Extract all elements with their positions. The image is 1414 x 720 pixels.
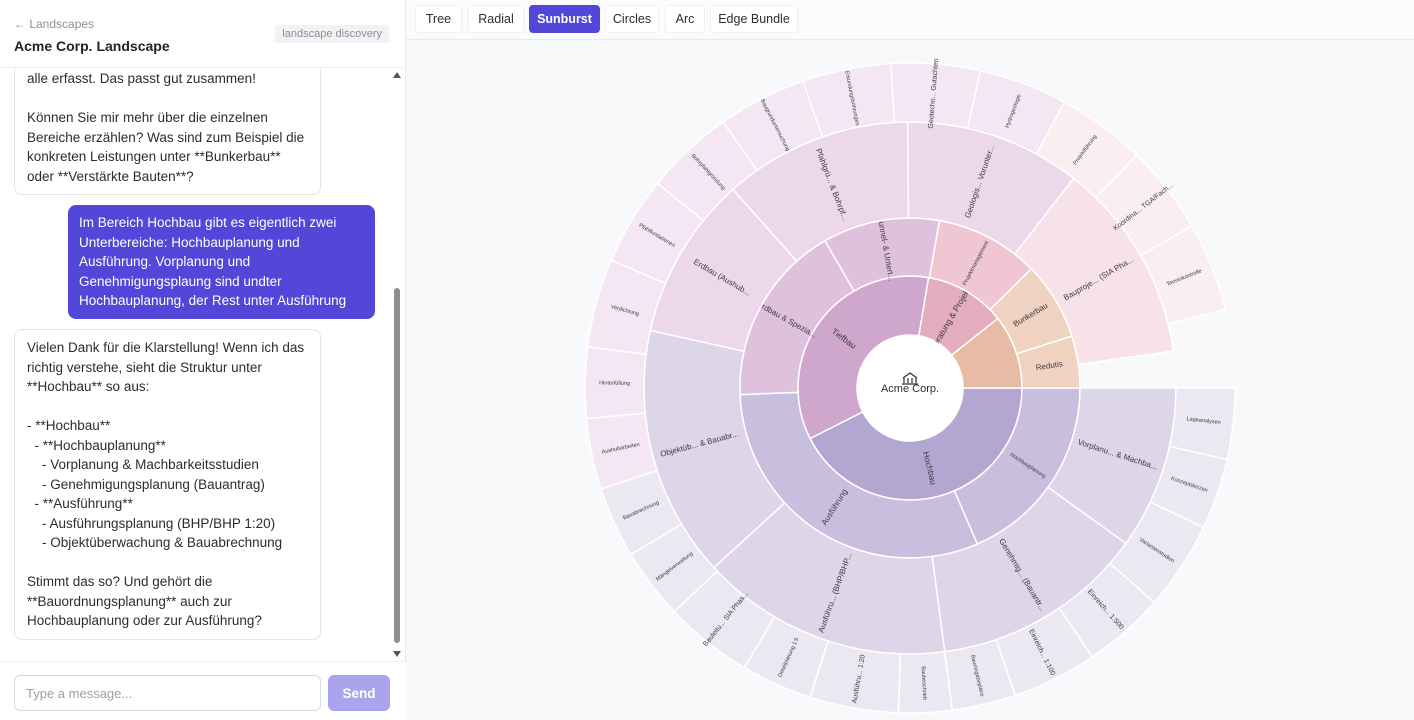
chat-scrollbar[interactable] — [391, 68, 403, 661]
send-button[interactable]: Send — [328, 675, 390, 711]
assistant-message: alle erfasst. Das passt gut zusammen! Kö… — [14, 68, 321, 195]
tab-radial[interactable]: Radial — [468, 5, 524, 33]
back-to-landscapes-link[interactable]: ← Landscapes — [14, 17, 95, 31]
tab-arc[interactable]: Arc — [665, 5, 705, 33]
sunburst-segment-label: Redutis — [1035, 359, 1063, 372]
sidebar-header: ← Landscapes Acme Corp. Landscape landsc… — [0, 0, 405, 68]
scroll-up-arrow-icon[interactable] — [393, 72, 401, 78]
chat-messages[interactable]: alle erfasst. Das passt gut zusammen! Kö… — [0, 68, 406, 661]
scroll-down-arrow-icon[interactable] — [393, 651, 401, 657]
chat-sidebar: ← Landscapes Acme Corp. Landscape landsc… — [0, 0, 406, 720]
tab-circles[interactable]: Circles — [605, 5, 659, 33]
tab-tree[interactable]: Tree — [415, 5, 462, 33]
user-message: Im Bereich Hochbau gibt es eigentlich zw… — [68, 205, 375, 319]
sunburst-segment[interactable] — [1139, 225, 1227, 325]
message-input[interactable] — [14, 675, 321, 711]
mode-badge: landscape discovery — [275, 25, 389, 43]
tab-edge-bundle[interactable]: Edge Bundle — [710, 5, 798, 33]
tab-sunburst[interactable]: Sunburst — [529, 5, 600, 33]
scroll-thumb[interactable] — [394, 288, 400, 643]
message-composer: Send — [0, 661, 406, 720]
view-tabs: Tree Radial Sunburst Circles Arc Edge Bu… — [406, 0, 1414, 40]
sunburst-root[interactable] — [857, 335, 963, 441]
sunburst-segment-label: Baubeschrieb — [920, 666, 928, 700]
sunburst-root-label: Acme Corp. — [881, 383, 939, 395]
assistant-message: Vielen Dank für die Klarstellung! Wenn i… — [14, 329, 321, 640]
sunburst-segment-label: Lageanalysen — [1186, 416, 1221, 426]
sunburst-segment-label: Hinterfüllung — [599, 380, 630, 387]
landscape-title: Acme Corp. Landscape — [14, 38, 170, 54]
building-icon — [902, 372, 918, 385]
visualization-panel: Tree Radial Sunburst Circles Arc Edge Bu… — [406, 0, 1414, 720]
